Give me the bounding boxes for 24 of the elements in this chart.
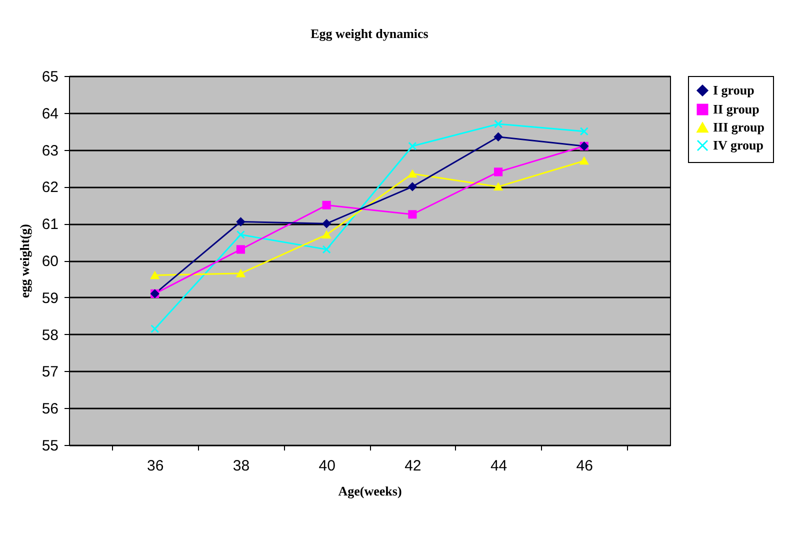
x-tick-label: 40 (318, 458, 336, 474)
legend-label: IV group (713, 138, 764, 152)
x-tick-label: 46 (576, 458, 593, 474)
y-tick-label: 63 (42, 142, 58, 160)
x-axis-title: Age(weeks) (338, 484, 402, 498)
y-tick-label: 62 (42, 179, 58, 196)
legend-label: II group (713, 102, 760, 116)
x-tick-label: 38 (232, 458, 250, 474)
legend-label: I group (713, 82, 754, 98)
chart-title: Egg weight dynamics (310, 26, 428, 41)
y-tick-label: 56 (42, 400, 58, 418)
y-tick-label: 58 (42, 326, 58, 344)
x-tick-label: 42 (404, 458, 422, 474)
y-tick-label: 55 (42, 438, 58, 454)
legend-label: III group (713, 120, 764, 134)
y-tick-label: 61 (42, 216, 58, 234)
y-tick-label: 59 (42, 290, 58, 307)
x-tick-label: 44 (490, 458, 508, 474)
x-tick-label: 36 (147, 458, 164, 474)
y-axis-title: egg weight(g) (16, 224, 32, 298)
y-tick-label: 64 (42, 105, 58, 122)
y-tick-label: 60 (42, 253, 58, 270)
y-tick-label: 57 (42, 364, 58, 381)
y-tick-label: 65 (42, 68, 58, 86)
